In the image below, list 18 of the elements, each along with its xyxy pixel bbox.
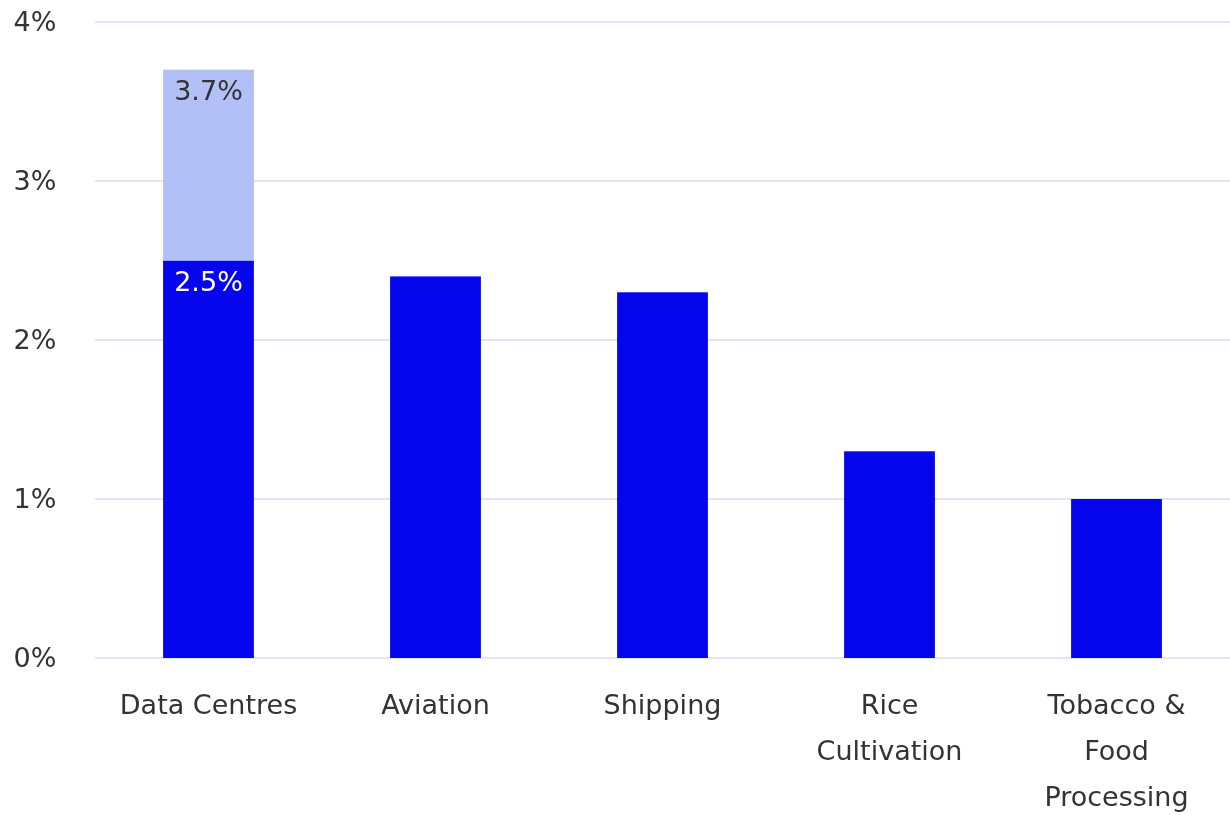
x-tick-label: Data Centres [119, 689, 298, 720]
y-tick-label: 4% [13, 6, 57, 38]
x-tick-label: Aviation [381, 689, 490, 720]
x-tick-label: Tobacco & Food Processing [1044, 689, 1189, 812]
y-tick-label: 2% [13, 324, 57, 356]
y-tick-label: 1% [13, 483, 57, 515]
y-tick-label: 0% [13, 642, 57, 674]
bar [390, 276, 481, 658]
x-tick-label: Rice Cultivation [816, 689, 963, 766]
data-label: 2.5% [174, 265, 243, 297]
bar [844, 451, 935, 658]
bar [163, 260, 254, 658]
bar [163, 69, 254, 261]
y-tick-label: 3% [13, 165, 57, 197]
bar [1071, 499, 1162, 658]
total-label: 3.7% [174, 74, 243, 106]
bar [617, 292, 708, 658]
x-tick-label: Shipping [603, 689, 722, 720]
